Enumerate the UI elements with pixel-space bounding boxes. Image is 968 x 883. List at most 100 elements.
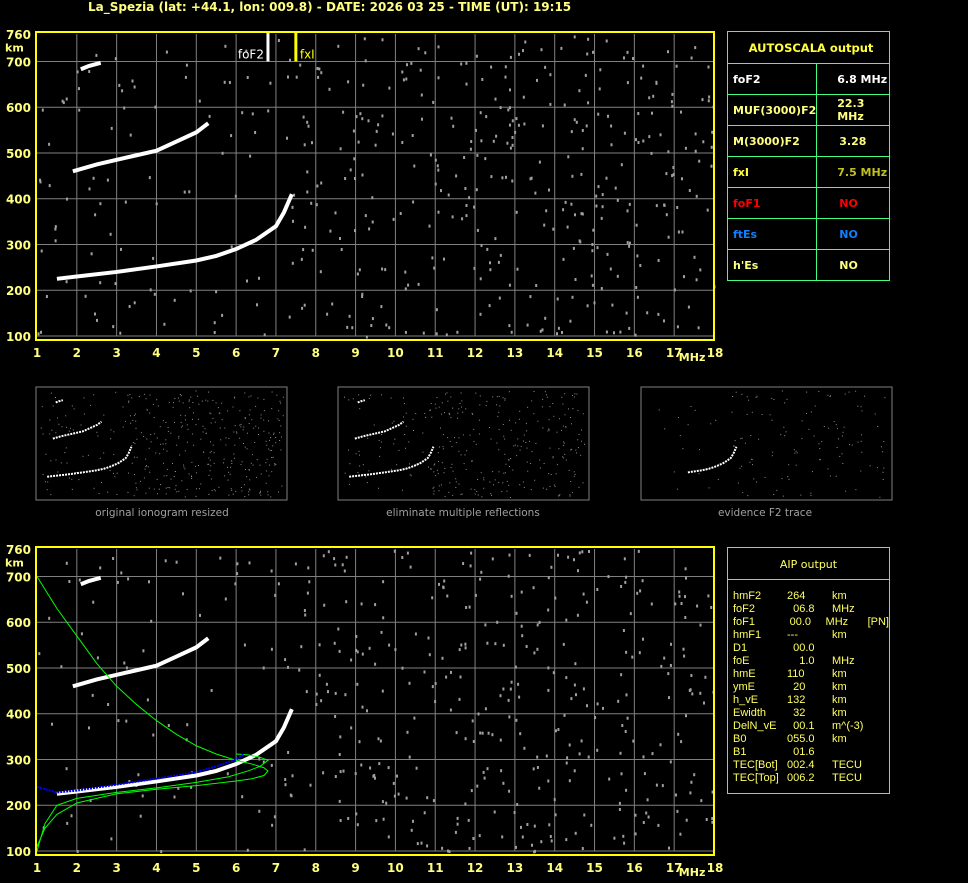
noise-dot [814, 405, 816, 407]
noise-dot [258, 757, 261, 761]
echo-trace [349, 446, 435, 478]
noise-dot [606, 252, 609, 256]
noise-dot [691, 692, 694, 696]
noise-dot [289, 58, 291, 62]
noise-dot [175, 485, 177, 487]
noise-dot [288, 315, 291, 319]
noise-dot [410, 61, 413, 65]
noise-dot [320, 181, 323, 185]
noise-dot [618, 808, 621, 811]
noise-dot [141, 794, 144, 798]
noise-dot [443, 257, 445, 261]
noise-dot [496, 442, 498, 444]
noise-dot [503, 472, 505, 474]
noise-dot [450, 116, 453, 120]
noise-dot [495, 134, 498, 138]
noise-dot [267, 491, 269, 493]
top-ionogram-plot: 1 2 3 4 5 6 7 8 9 10 11 12 13 14 15 16 17 18MHz1002003004… [5, 28, 723, 364]
noise-dot [170, 478, 172, 480]
noise-dot [198, 488, 200, 490]
noise-dot [638, 651, 641, 655]
noise-dot [586, 52, 589, 56]
noise-dot [465, 468, 467, 470]
noise-dot [531, 400, 533, 402]
noise-dot [233, 453, 235, 455]
autoscala-label: M(3000)F2 [726, 125, 818, 157]
x-tick-label: 4 [152, 861, 160, 875]
noise-dot [423, 811, 426, 815]
aip-key: foF2 [733, 603, 756, 615]
noise-dot [591, 243, 594, 246]
noise-dot [446, 392, 448, 394]
noise-dot [380, 305, 383, 309]
noise-dot [694, 149, 697, 153]
noise-dot [328, 87, 331, 91]
noise-dot [365, 476, 367, 478]
noise-dot [550, 565, 553, 569]
noise-dot [415, 413, 417, 415]
noise-dot [198, 403, 200, 405]
x-tick-label: 14 [546, 861, 563, 875]
noise-dot [567, 555, 570, 559]
noise-dot [463, 156, 466, 159]
noise-dot [231, 463, 233, 464]
noise-dot [513, 811, 516, 814]
x-tick-label: 10 [387, 346, 404, 360]
noise-dot [626, 50, 629, 54]
noise-dot [176, 444, 178, 446]
noise-dot [490, 175, 493, 179]
echo-trace [47, 446, 133, 478]
noise-dot [864, 395, 866, 397]
noise-dot [744, 442, 746, 444]
noise-dot [368, 646, 371, 650]
noise-dot [479, 577, 482, 581]
noise-dot [267, 494, 269, 496]
noise-dot [334, 563, 337, 567]
noise-dot [509, 106, 511, 110]
aip-output-panel: AIP output hmF2 264 km foF2 06.8 MHz foF1 00.… [727, 547, 890, 794]
y-tick-label: 200 [6, 284, 31, 298]
noise-dot [596, 748, 599, 752]
noise-dot [570, 697, 573, 701]
noise-dot [96, 318, 98, 322]
noise-dot [131, 445, 133, 447]
noise-dot [378, 439, 380, 441]
noise-dot [448, 850, 451, 854]
noise-dot [489, 261, 491, 265]
noise-dot [668, 696, 670, 700]
noise-dot [478, 834, 481, 838]
noise-dot [544, 391, 546, 393]
noise-dot [504, 399, 506, 401]
noise-dot [268, 475, 270, 477]
noise-dot [479, 404, 481, 406]
noise-dot [269, 449, 271, 451]
noise-dot [566, 756, 569, 760]
autoscala-value: NO [816, 218, 890, 250]
x-tick-label: 18 [707, 346, 724, 360]
noise-dot [316, 67, 319, 70]
noise-dot [494, 642, 497, 646]
noise-dot [496, 620, 499, 624]
noise-dot [65, 97, 68, 101]
noise-dot [581, 440, 582, 442]
noise-dot [749, 461, 751, 463]
noise-dot [600, 287, 603, 290]
noise-dot [483, 477, 485, 479]
noise-dot [538, 620, 541, 624]
noise-dot [671, 174, 674, 178]
noise-dot [166, 450, 168, 452]
noise-dot [839, 455, 841, 457]
noise-dot [426, 796, 429, 800]
noise-dot [114, 282, 117, 286]
noise-dot [152, 256, 155, 260]
noise-dot [451, 446, 453, 448]
noise-dot [687, 424, 689, 426]
noise-dot [112, 472, 114, 474]
noise-dot [661, 784, 664, 788]
echo-trace [55, 399, 64, 404]
noise-dot [76, 850, 79, 853]
noise-dot [393, 549, 396, 553]
noise-dot [580, 739, 583, 743]
noise-dot [246, 476, 248, 478]
noise-dot [250, 395, 252, 397]
